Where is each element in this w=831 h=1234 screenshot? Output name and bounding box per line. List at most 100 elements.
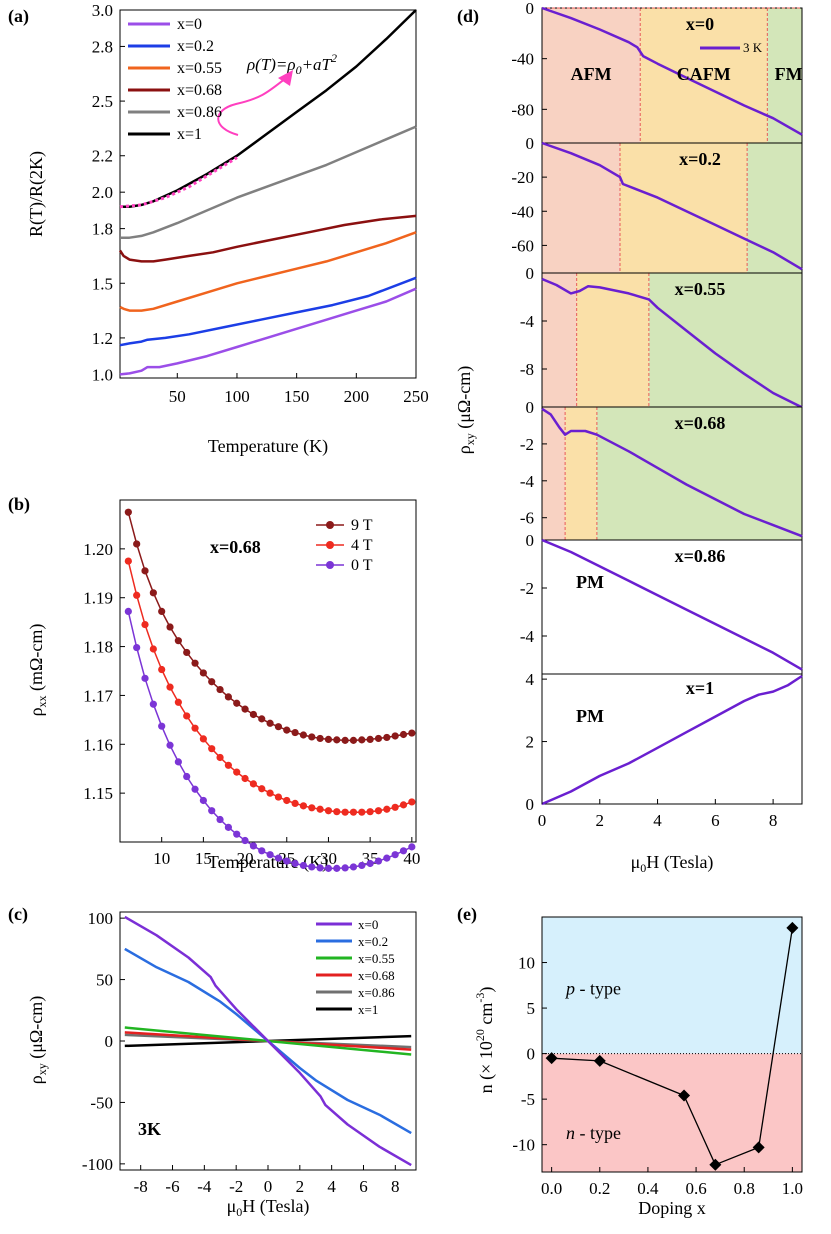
data-point <box>374 807 383 815</box>
data-point <box>241 705 249 713</box>
y-tick-label: 1.18 <box>83 638 113 657</box>
subplot-label: x=0.68 <box>675 413 726 433</box>
panel-d-xlabel: μ0H (Tesla) <box>631 852 714 875</box>
data-point <box>333 864 341 872</box>
data-point <box>208 807 216 815</box>
x-tick-label: 0.8 <box>734 1179 755 1198</box>
y-tick-label: 1.5 <box>92 274 113 293</box>
data-point <box>258 785 266 793</box>
panel-d: (d) ρxy (μΩ-cm) μ0H (Tesla) <box>454 6 713 875</box>
x-tick-label: 4 <box>653 811 662 830</box>
phase-region <box>620 143 748 273</box>
data-point <box>183 712 191 720</box>
y-tick-label: -100 <box>82 1155 113 1174</box>
data-point <box>324 807 333 815</box>
x-tick-label: 250 <box>403 387 429 406</box>
x-tick-label: 10 <box>153 849 170 868</box>
subplot-label: x=0.2 <box>679 149 721 169</box>
data-point <box>349 808 358 816</box>
data-point <box>124 557 132 565</box>
series-line <box>541 6 803 136</box>
x-tick-label: 0.0 <box>541 1179 562 1198</box>
y-tick-label: 1.16 <box>83 735 113 754</box>
data-point <box>141 567 149 575</box>
legend-label: x=0.86 <box>177 104 222 121</box>
n-type-label: n - type <box>566 1123 621 1143</box>
phase-region <box>747 143 802 273</box>
y-tick-label: -6 <box>520 509 534 528</box>
data-point <box>374 857 383 865</box>
data-point <box>174 758 182 766</box>
y-tick-label: 10 <box>518 954 535 973</box>
data-point <box>341 736 349 744</box>
data-point <box>349 736 358 744</box>
y-tick-label: -4 <box>520 312 535 331</box>
data-point <box>324 735 333 744</box>
subplot-label: x=0 <box>686 14 714 34</box>
phase-region <box>767 8 802 143</box>
x-tick-label: 2 <box>596 811 605 830</box>
data-point <box>366 808 374 816</box>
legend-label: 3 K <box>743 40 763 55</box>
y-tick-label: 1.0 <box>92 365 113 384</box>
p-type-label: p - type <box>564 978 621 998</box>
data-point <box>283 857 291 865</box>
panel-d-label: (d) <box>457 6 479 27</box>
x-tick-label: 35 <box>362 849 379 868</box>
data-point <box>199 796 207 805</box>
data-point <box>224 693 232 701</box>
y-tick-label: 2.0 <box>92 183 113 202</box>
data-point <box>374 734 383 743</box>
y-tick-label: 0 <box>526 531 535 550</box>
panel-c-ylabel: ρxy (μΩ-cm) <box>26 996 49 1084</box>
x-tick-label: 30 <box>320 849 337 868</box>
y-tick-label: 0 <box>526 795 535 814</box>
data-point <box>233 830 241 838</box>
data-point <box>216 685 224 694</box>
data-point <box>174 698 182 706</box>
data-point <box>752 1141 765 1154</box>
y-tick-label: 100 <box>88 909 114 928</box>
data-point <box>258 847 266 855</box>
legend-label: x=0.68 <box>177 82 222 99</box>
series-line <box>541 538 803 671</box>
y-tick-label: 50 <box>96 971 113 990</box>
y-tick-label: -8 <box>520 360 534 379</box>
data-point <box>249 842 258 850</box>
data-point <box>316 734 324 743</box>
data-point <box>166 683 174 691</box>
data-point <box>133 540 141 548</box>
x-tick-label: 8 <box>391 1177 400 1196</box>
y-tick-label: -5 <box>521 1090 535 1109</box>
x-tick-label: 4 <box>327 1177 336 1196</box>
data-point <box>258 715 266 723</box>
x-tick-label: -8 <box>134 1177 148 1196</box>
data-point <box>241 836 249 845</box>
data-point <box>366 859 374 868</box>
series-line <box>118 214 417 263</box>
data-point <box>399 847 408 855</box>
series-line <box>120 125 417 239</box>
subplot-frame <box>541 673 803 805</box>
x-tick-label: 50 <box>169 387 186 406</box>
data-point <box>274 793 283 801</box>
data-point <box>391 851 399 859</box>
x-tick-label: 15 <box>195 849 212 868</box>
data-point <box>191 785 199 793</box>
x-tick-label: -6 <box>165 1177 179 1196</box>
data-point <box>274 854 283 862</box>
phase-label: PM <box>576 706 604 726</box>
data-point <box>399 801 408 809</box>
y-tick-label: 1.17 <box>83 686 113 705</box>
data-point <box>383 805 391 813</box>
subplot-frame <box>541 539 803 675</box>
x-tick-label: 2 <box>296 1177 305 1196</box>
panel-a-label: (a) <box>8 6 29 27</box>
data-point <box>266 789 274 797</box>
y-tick-label: 5 <box>527 999 536 1018</box>
data-point <box>316 805 324 813</box>
data-point <box>216 815 224 824</box>
series-line <box>120 9 417 209</box>
data-point <box>158 722 166 730</box>
y-tick-label: 1.2 <box>92 329 113 348</box>
